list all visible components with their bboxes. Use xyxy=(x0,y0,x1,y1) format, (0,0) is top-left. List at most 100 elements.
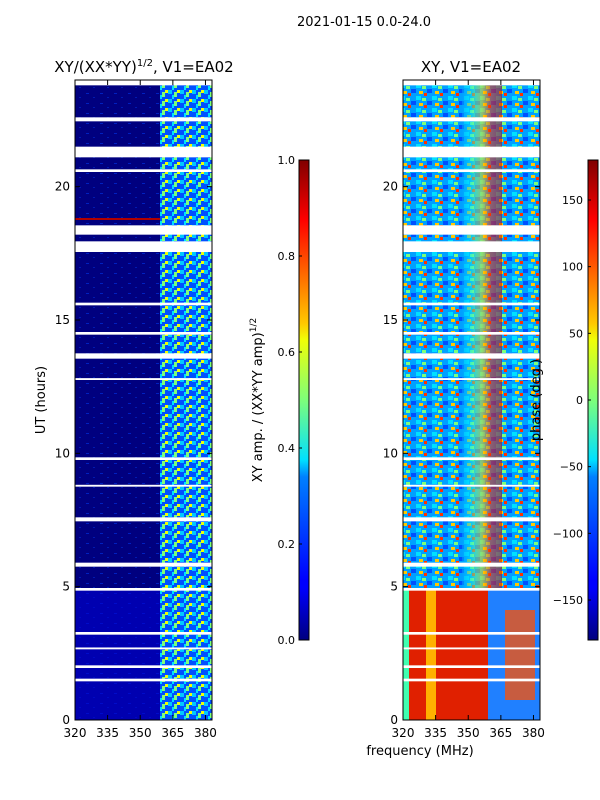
left-x-tick-label: 335 xyxy=(96,726,119,740)
left-x-tick-label: 365 xyxy=(161,726,184,740)
right-colorbar-tick-label: −100 xyxy=(553,527,583,540)
left-data-gap xyxy=(75,225,212,235)
left-colorbar-tick-label: 1.0 xyxy=(278,154,296,167)
left-x-ticks: 320 335 350 365 380 xyxy=(64,80,217,740)
right-panel-title: XY, V1=EA02 xyxy=(421,58,521,76)
right-data-gap xyxy=(403,378,540,380)
right-y-tick-label: 10 xyxy=(383,446,398,460)
right-heatmap-yellow-stripe xyxy=(426,590,436,720)
left-data-gap xyxy=(75,484,212,487)
right-colorbar: −150 −100 −50 0 50 100 150 phase (deg.) xyxy=(529,159,599,641)
right-data-gap xyxy=(403,665,540,668)
right-data-gap xyxy=(403,225,540,235)
left-y-tick-label: 10 xyxy=(55,446,70,460)
right-data-gap xyxy=(403,562,540,567)
right-data-gap xyxy=(403,302,540,306)
left-data-gap xyxy=(75,378,212,380)
left-panel: XY/(XX*YY)1/2, V1=EA02 320 335 350 365 380 0… xyxy=(34,58,234,740)
right-x-tick-label: 365 xyxy=(489,726,512,740)
left-heatmap-low-ut-region xyxy=(75,590,160,720)
right-data-gap xyxy=(403,517,540,522)
right-heatmap xyxy=(403,80,540,720)
right-data-gap xyxy=(403,332,540,335)
left-title-exp: 1/2 xyxy=(137,58,153,69)
left-data-gap xyxy=(75,169,212,172)
right-heatmap-cyan-stripe xyxy=(403,590,409,720)
left-heatmap-band-region xyxy=(160,80,212,720)
left-colorbar-tick-label: 0.2 xyxy=(278,538,296,551)
left-data-gap xyxy=(75,517,212,522)
left-x-tick-label: 320 xyxy=(64,726,87,740)
left-colorbar-ticks: 0.0 0.2 0.4 0.6 0.8 1.0 xyxy=(278,154,302,647)
right-colorbar-tick-label: 100 xyxy=(562,261,583,274)
left-axes-frame xyxy=(74,79,213,721)
right-x-tick-label: 380 xyxy=(522,726,545,740)
left-colorbar-tick-label: 0.4 xyxy=(278,442,296,455)
right-heatmap-warm-band xyxy=(462,80,502,590)
right-data-gap xyxy=(403,241,540,252)
right-title-main: XY, V1=EA02 xyxy=(421,58,521,76)
right-colorbar-label: phase (deg.) xyxy=(529,359,544,441)
right-data-gap xyxy=(403,117,540,122)
left-data-gap xyxy=(75,457,212,460)
right-x-tick-label: 350 xyxy=(457,726,480,740)
left-heatmap-rfi-line xyxy=(75,218,160,220)
left-data-gap xyxy=(75,241,212,252)
left-heatmap xyxy=(75,80,212,720)
left-y-tick-label: 15 xyxy=(55,313,70,327)
right-x-tick-label: 335 xyxy=(424,726,447,740)
right-y-tick-label: 5 xyxy=(390,580,398,594)
left-cb-label-exp: 1/2 xyxy=(249,318,259,332)
left-colorbar-label: XY amp. / (XX*YY amp)1/2 xyxy=(249,318,266,482)
left-colorbar: 0.0 0.2 0.4 0.6 0.8 1.0 XY amp. / (XX*YY amp)… xyxy=(249,154,310,647)
left-y-ticks: 0 5 10 15 20 xyxy=(55,180,212,727)
right-colorbar-tick-label: −50 xyxy=(560,461,583,474)
right-data-gap xyxy=(403,457,540,460)
left-data-gap xyxy=(75,665,212,668)
right-data-gap xyxy=(403,169,540,172)
left-data-gap xyxy=(75,647,212,650)
left-title-main: XY/(XX*YY) xyxy=(54,58,137,76)
left-colorbar-tick-label: 0.0 xyxy=(278,634,296,647)
right-data-gaps xyxy=(403,80,540,682)
left-colorbar-tick-label: 0.6 xyxy=(278,346,296,359)
left-data-gap xyxy=(75,353,212,359)
left-x-tick-label: 350 xyxy=(129,726,152,740)
right-x-ticks: 320 335 350 365 380 xyxy=(392,80,545,740)
left-panel-title: XY/(XX*YY)1/2, V1=EA02 xyxy=(54,58,233,76)
left-data-gap xyxy=(75,117,212,122)
left-data-gap xyxy=(75,588,212,591)
left-data-gap xyxy=(75,332,212,335)
left-title-suffix: , V1=EA02 xyxy=(153,58,234,76)
left-y-tick-label: 5 xyxy=(62,580,70,594)
right-axes-frame xyxy=(402,79,541,721)
right-y-tick-label: 15 xyxy=(383,313,398,327)
right-colorbar-tick-label: −150 xyxy=(553,594,583,607)
right-data-gap xyxy=(403,146,540,158)
left-y-axis-label: UT (hours) xyxy=(34,366,49,434)
right-data-gap xyxy=(403,353,540,359)
left-data-gaps xyxy=(75,80,212,682)
x-axis-label: frequency (MHz) xyxy=(366,744,473,759)
left-data-gap xyxy=(75,146,212,158)
left-y-tick-label: 0 xyxy=(62,713,70,727)
left-colorbar-tick-label: 0.8 xyxy=(278,250,296,263)
right-y-ticks: 0 5 10 15 20 xyxy=(383,180,540,727)
right-y-tick-label: 0 xyxy=(390,713,398,727)
right-colorbar-tick-label: 0 xyxy=(576,394,583,407)
left-data-gap xyxy=(75,562,212,567)
left-data-gap xyxy=(75,632,212,635)
right-data-gap xyxy=(403,484,540,487)
right-colorbar-tick-label: 50 xyxy=(569,327,583,340)
right-panel: XY, V1=EA02 320 335 350 365 380 0 5 10 15 20 fre… xyxy=(366,58,545,759)
right-data-gap xyxy=(403,588,540,591)
left-data-gap xyxy=(75,678,212,682)
left-cb-label-main: XY amp. / (XX*YY amp) xyxy=(251,332,266,482)
right-data-gap xyxy=(403,647,540,650)
right-data-gap xyxy=(403,678,540,682)
right-cb-label-main: phase (deg.) xyxy=(529,359,544,441)
left-data-gap xyxy=(75,302,212,306)
right-heatmap-red-block xyxy=(408,590,488,720)
right-data-gap xyxy=(403,632,540,635)
